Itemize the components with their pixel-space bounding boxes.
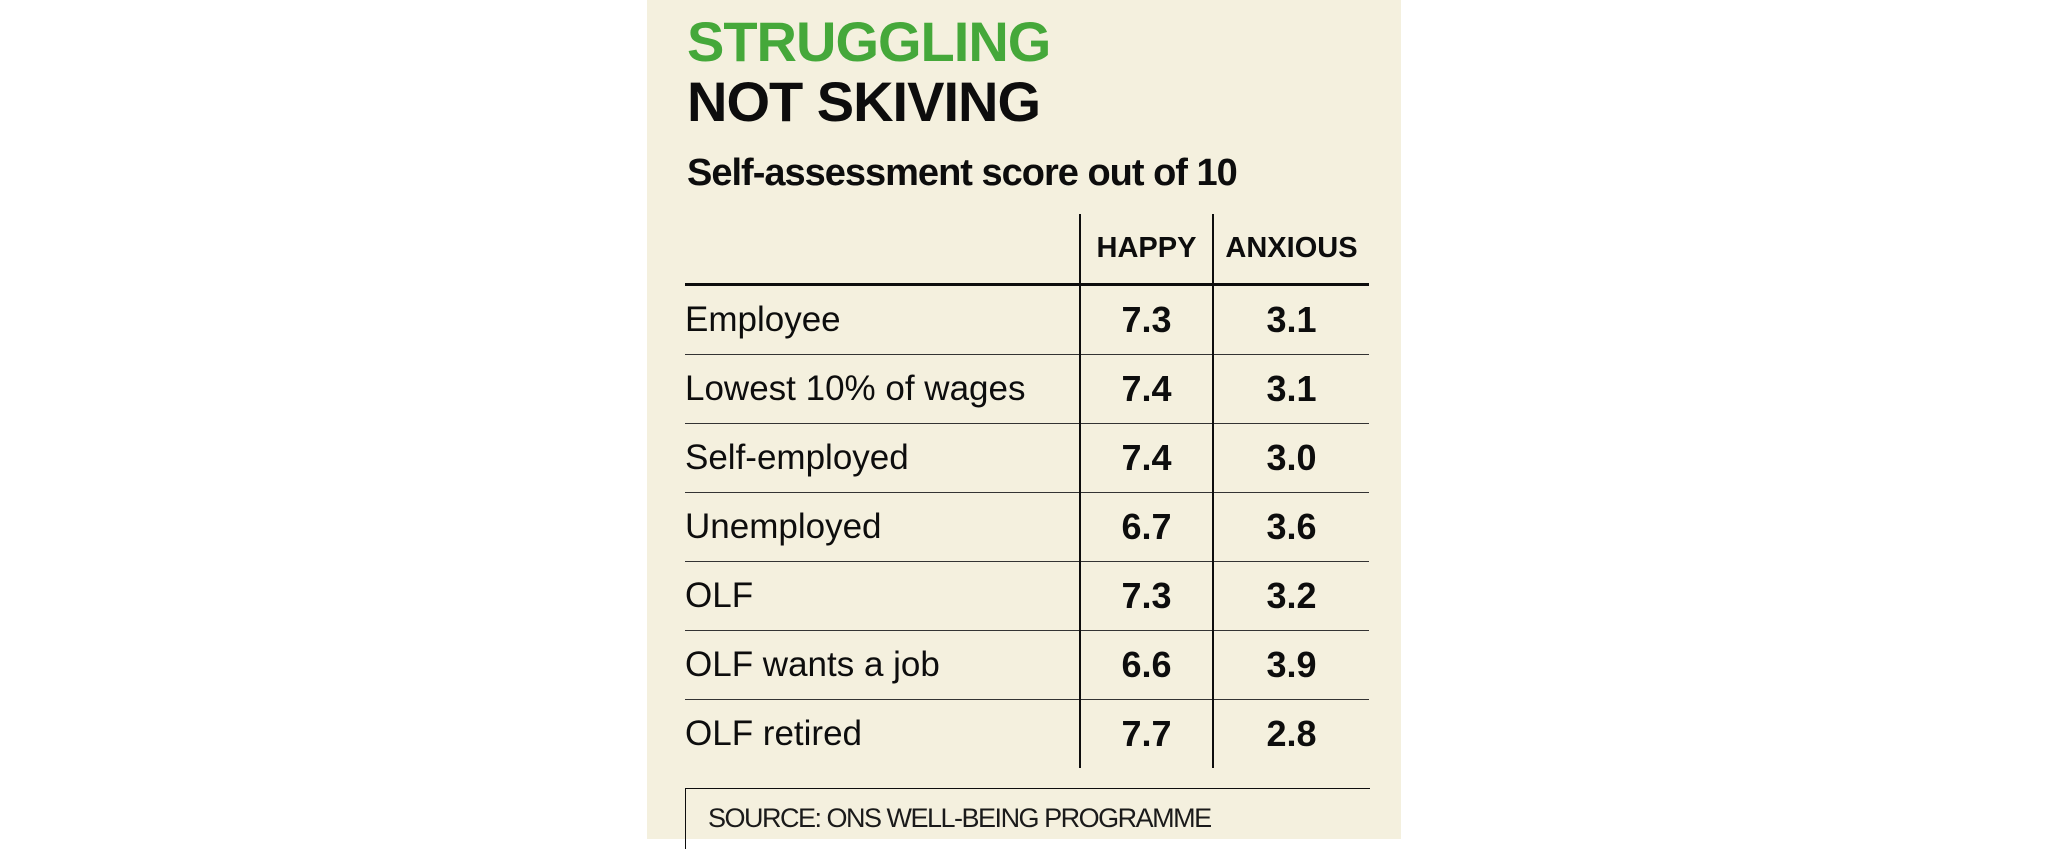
column-header-anxious: ANXIOUS [1213, 214, 1369, 286]
anxious-score: 3.6 [1213, 492, 1369, 562]
chart-title-line-1: STRUGGLING [687, 10, 1051, 73]
row-label: OLF retired [685, 714, 862, 753]
chart-title-line-2: NOT SKIVING [687, 70, 1041, 133]
row-label: Unemployed [685, 492, 1080, 562]
happy-score: 7.4 [1079, 423, 1214, 493]
anxious-score: 3.2 [1213, 561, 1369, 631]
column-header-happy: HAPPY [1079, 214, 1214, 286]
happy-score: 7.3 [1079, 284, 1214, 355]
happy-score: 7.7 [1079, 699, 1214, 768]
table-header-row: HAPPY ANXIOUS [685, 214, 1369, 286]
table-body: Employee 7.3 3.1 Lowest 10% of wages 7.4 3.1 S… [685, 284, 1369, 768]
table-row: OLF retired 7.7 2.8 [685, 699, 1369, 768]
table-row: OLF wants a job 6.6 3.9 [685, 630, 1369, 700]
table-row: Lowest 10% of wages 7.4 3.1 [685, 354, 1369, 424]
table-row: Employee 7.3 3.1 [685, 284, 1369, 355]
row-label: OLF [685, 561, 1080, 631]
anxious-score: 3.1 [1213, 284, 1369, 355]
happy-score: 6.7 [1079, 492, 1214, 562]
happy-score: 7.4 [1079, 354, 1214, 424]
row-label: OLF wants a job [685, 630, 1080, 700]
table-row: Unemployed 6.7 3.6 [685, 492, 1369, 562]
anxious-score: 3.9 [1213, 630, 1369, 700]
source-note: SOURCE: ONS WELL-BEING PROGRAMME [708, 803, 1212, 833]
happy-score: 7.3 [1079, 561, 1214, 631]
anxious-score: 3.1 [1213, 354, 1369, 424]
table-row: OLF 7.3 3.2 [685, 561, 1369, 631]
header-blank-cell [685, 214, 1080, 286]
row-label: Self-employed [685, 423, 1080, 493]
row-label: Employee [685, 284, 1080, 355]
infographic-panel: STRUGGLING NOT SKIVING Self-assessment s… [647, 0, 1401, 849]
anxious-score: 3.0 [1213, 423, 1369, 493]
chart-subtitle: Self-assessment score out of 10 [687, 152, 1238, 194]
source-box: SOURCE: ONS WELL-BEING PROGRAMME [685, 788, 1370, 849]
anxious-score: 2.8 [1266, 713, 1317, 754]
happy-score: 6.6 [1079, 630, 1214, 700]
table-row: Self-employed 7.4 3.0 [685, 423, 1369, 493]
score-table: HAPPY ANXIOUS Employee 7.3 3.1 Lowest 10% o… [685, 214, 1369, 768]
row-label: Lowest 10% of wages [685, 354, 1080, 424]
